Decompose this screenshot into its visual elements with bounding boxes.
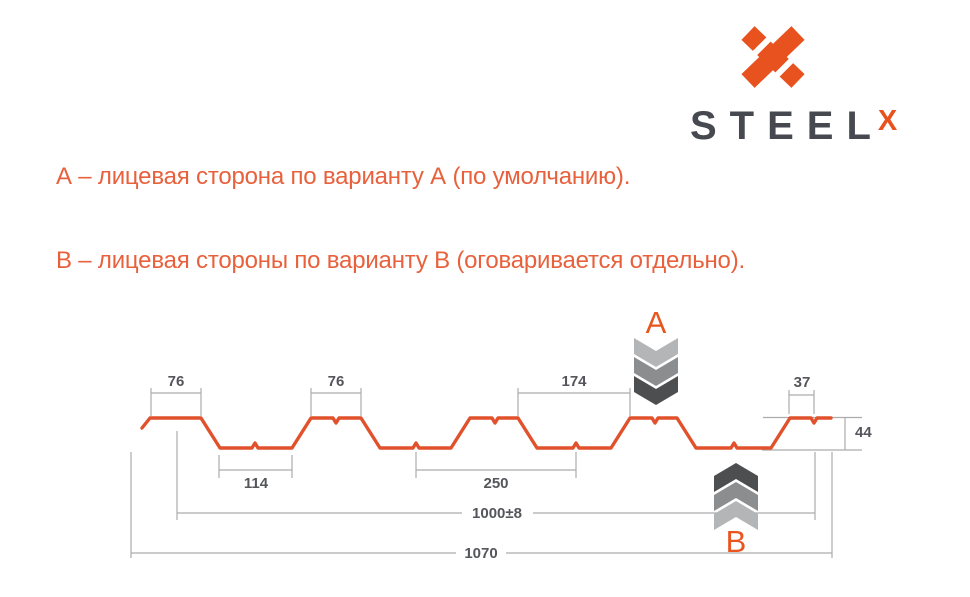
dim-label-overall-width: 1070 [464, 545, 497, 562]
marker-b: В [714, 463, 758, 559]
dim-label-edge-flat: 37 [794, 374, 811, 391]
chevron-down-icon-dark [634, 376, 678, 405]
chevron-down-icon-light [634, 338, 678, 367]
note-variant-a: А – лицевая сторона по варианту А (по ум… [56, 163, 631, 190]
logo-x-strokes [741, 26, 805, 88]
dim-top-flat-mid-lines [310, 388, 362, 416]
dim-valley-span-lines [517, 388, 631, 416]
dim-bottom-flat-lines [218, 455, 293, 478]
dim-label-cover-width: 1000±8 [472, 505, 522, 522]
dim-overall-width-lines [130, 452, 833, 558]
steelx-logo-icon [741, 26, 805, 88]
brand-name: STEEL [690, 104, 884, 148]
marker-b-chevrons [714, 463, 758, 530]
dim-top-flat-left-lines [150, 388, 202, 416]
dimension-lines [130, 388, 862, 558]
dimension-labels: 76 76 174 37 44 114 250 1000±8 1070 [168, 373, 873, 562]
brand-x-mark: X [877, 105, 898, 137]
dim-label-top-flat-mid: 76 [328, 373, 345, 390]
chevron-down-icon-mid [634, 357, 678, 386]
brand-wordmark: STEELX [690, 104, 950, 149]
dim-label-valley-span: 174 [561, 373, 587, 390]
chevron-up-icon-light [714, 501, 758, 530]
marker-b-label: В [726, 524, 747, 559]
dim-rib-pitch-lines [415, 452, 577, 478]
dim-label-bottom-flat: 114 [244, 475, 269, 492]
marker-a-chevrons [634, 338, 678, 405]
marker-a-label: А [646, 305, 667, 340]
chevron-up-icon-dark [714, 463, 758, 492]
profile-outline [140, 416, 833, 450]
marker-a: А [634, 305, 678, 405]
dim-cover-width-lines [176, 431, 816, 520]
chevron-up-icon-mid [714, 482, 758, 511]
dim-edge-flat-lines [788, 390, 815, 414]
dim-label-rib-pitch: 250 [483, 475, 508, 492]
note-variant-b: В – лицевая стороны по варианту В (огова… [56, 247, 745, 274]
dim-label-height: 44 [855, 424, 872, 441]
dim-label-top-flat-left: 76 [168, 373, 185, 390]
